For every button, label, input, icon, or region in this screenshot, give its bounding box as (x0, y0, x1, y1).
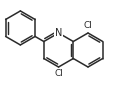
Text: Cl: Cl (84, 22, 92, 30)
Text: Cl: Cl (54, 70, 63, 78)
Text: N: N (55, 28, 62, 38)
